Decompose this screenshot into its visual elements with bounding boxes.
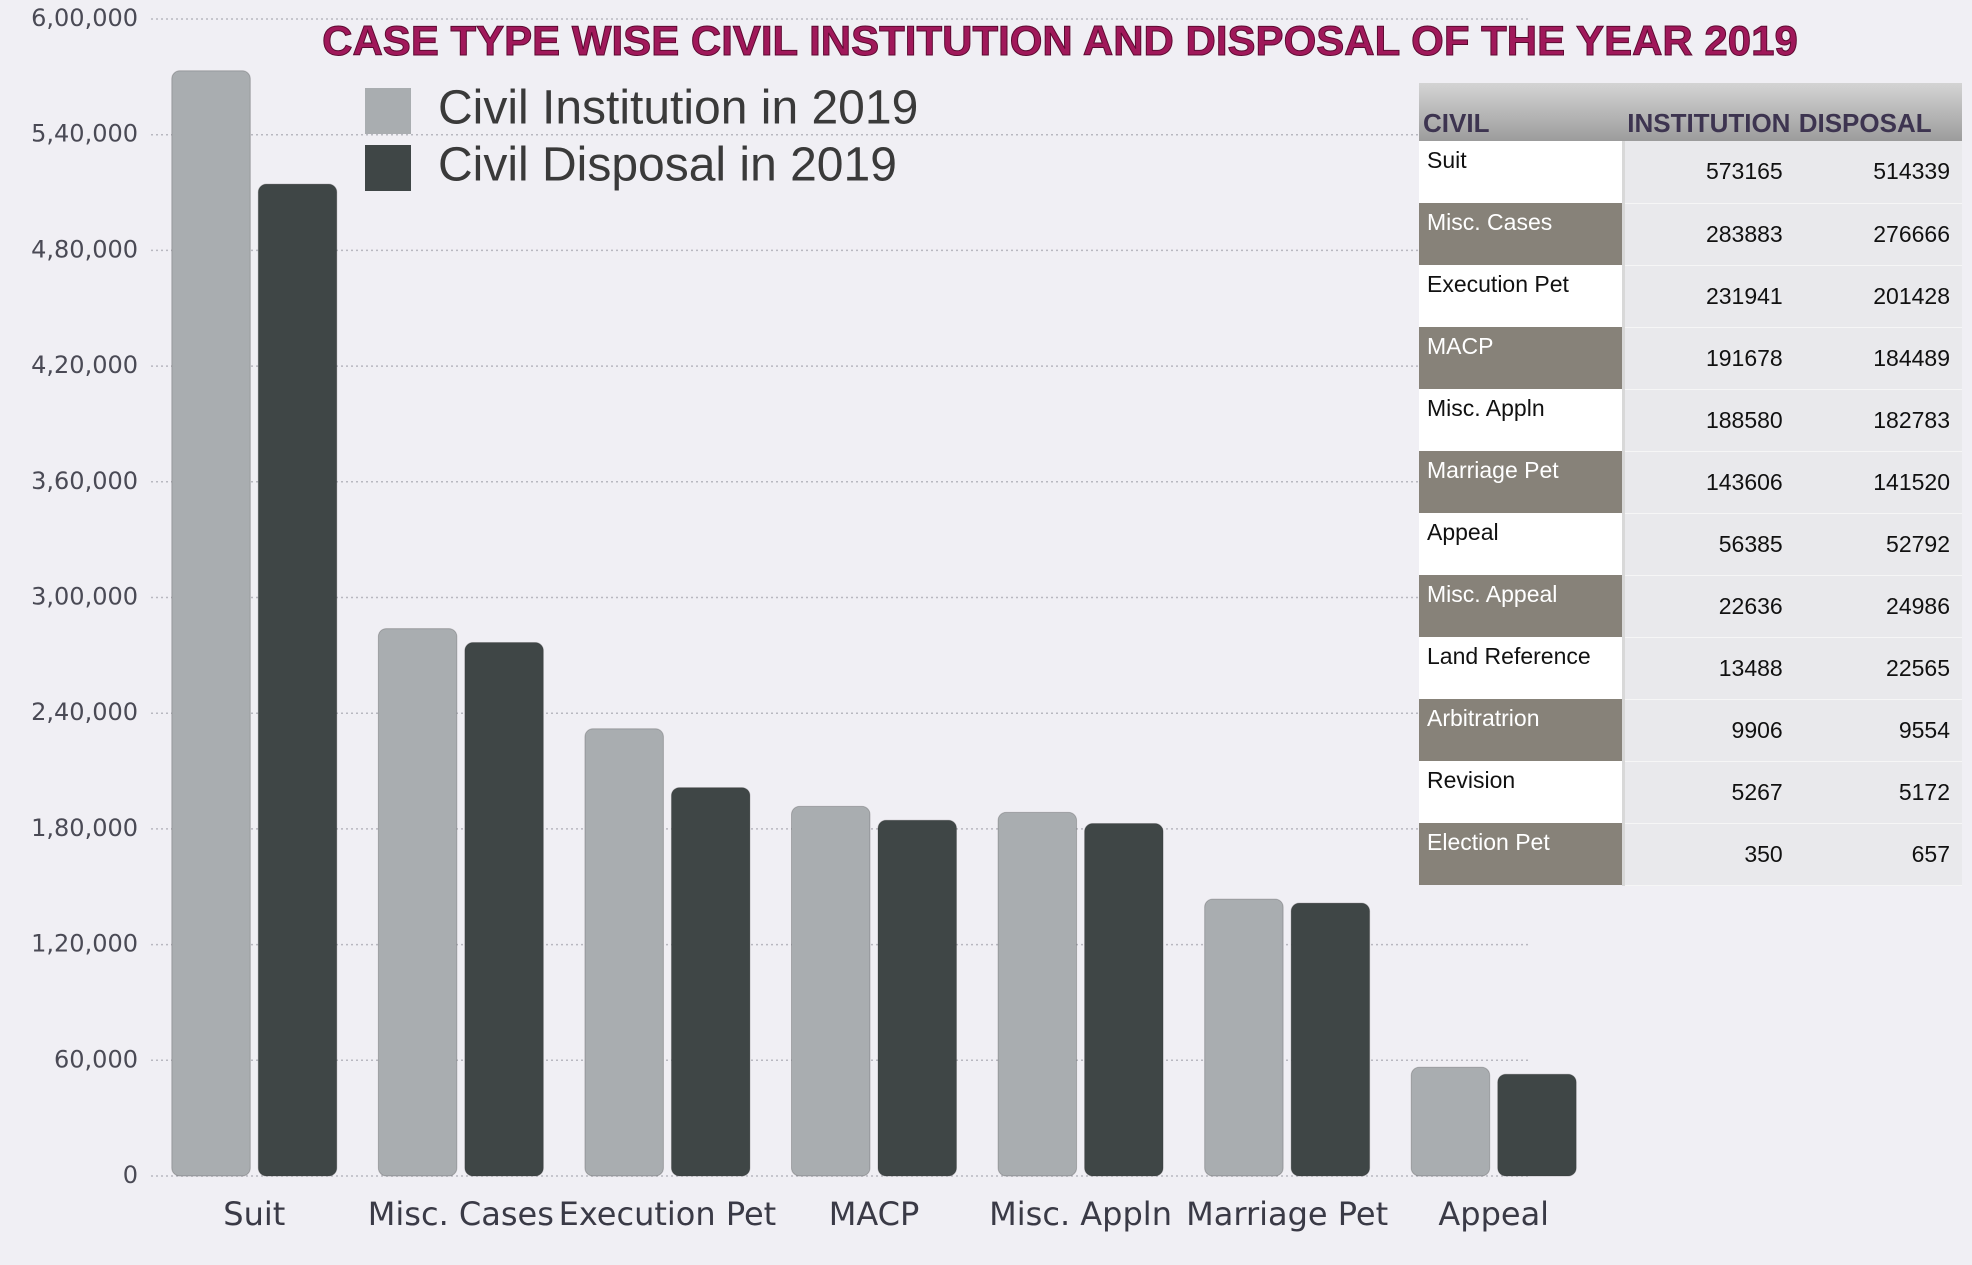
table-row: Execution Pet 231941 201428 [1419, 265, 1962, 328]
case-type-cell: Marriage Pet [1419, 451, 1625, 513]
table-row: Marriage Pet 143606 141520 [1419, 451, 1962, 514]
legend-swatch [365, 145, 411, 191]
table-row: Suit 573165 514339 [1419, 141, 1962, 204]
header-cell: INSTITUTION [1623, 83, 1795, 141]
number-cell: 514339 [1794, 141, 1962, 204]
table-row: Arbitratrion 9906 9554 [1419, 699, 1962, 762]
number-cell: 350 [1623, 823, 1795, 886]
case-type-cell: Appeal [1419, 513, 1625, 575]
bar [997, 811, 1078, 1177]
bar [171, 70, 251, 1177]
case-type-cell: Suit [1419, 141, 1625, 203]
x-tick-label: Appeal [1438, 1195, 1549, 1233]
number-cell: 5267 [1623, 761, 1795, 824]
bar [1084, 823, 1164, 1177]
table-row: Misc. Cases 283883 276666 [1419, 203, 1962, 266]
x-tick-label: MACP [829, 1195, 920, 1233]
x-tick-label: Execution Pet [559, 1195, 777, 1233]
legend-swatch [365, 88, 411, 134]
number-cell: 231941 [1623, 265, 1795, 328]
number-cell: 52792 [1794, 513, 1962, 576]
y-tick-label: 2,40,000 [31, 698, 138, 726]
data-table: CIVIL INSTITUTION DISPOSAL Suit 573165 514… [1419, 83, 1962, 886]
case-type-cell: Execution Pet [1419, 265, 1625, 327]
case-type-cell: Misc. Cases [1419, 203, 1625, 265]
bar [464, 641, 544, 1177]
number-cell: 22636 [1623, 575, 1795, 638]
table-row: MACP 191678 184489 [1419, 327, 1962, 390]
bar [670, 787, 751, 1177]
number-cell: 283883 [1623, 203, 1795, 266]
chart-title: CASE TYPE WISE CIVIL INSTITUTION AND DIS… [322, 17, 1798, 64]
header-cell: DISPOSAL [1794, 83, 1962, 141]
case-type-cell: Election Pet [1419, 823, 1625, 885]
table-row: Land Reference 13488 22565 [1419, 637, 1962, 700]
case-type-cell: Arbitratrion [1419, 699, 1625, 761]
table-row: Misc. Appln 188580 182783 [1419, 389, 1962, 452]
y-tick-label: 1,80,000 [31, 814, 138, 842]
y-tick-label: 3,60,000 [31, 467, 138, 495]
y-tick-label: 6,00,000 [31, 4, 138, 32]
y-tick-label: 5,40,000 [31, 120, 138, 148]
number-cell: 13488 [1623, 637, 1795, 700]
number-cell: 201428 [1794, 265, 1962, 328]
bar [791, 805, 871, 1177]
case-type-cell: MACP [1419, 327, 1625, 389]
bar [1204, 898, 1284, 1177]
number-cell: 56385 [1623, 513, 1795, 576]
bar [257, 183, 338, 1177]
y-tick-label: 3,00,000 [31, 583, 138, 611]
number-cell: 5172 [1794, 761, 1962, 824]
legend-label: Civil Disposal in 2019 [438, 139, 897, 192]
y-tick-label: 0 [123, 1161, 138, 1189]
number-cell: 9554 [1794, 699, 1962, 762]
case-type-cell: Revision [1419, 761, 1625, 823]
bar [377, 628, 458, 1177]
y-tick-label: 4,80,000 [31, 235, 138, 263]
number-cell: 9906 [1623, 699, 1795, 762]
table-header: CIVIL INSTITUTION DISPOSAL [1419, 83, 1962, 141]
legend-label: Civil Institution in 2019 [438, 82, 918, 135]
y-tick-label: 4,20,000 [31, 351, 138, 379]
case-type-cell: Misc. Appeal [1419, 575, 1625, 637]
x-tick-label: Suit [223, 1195, 285, 1233]
case-type-cell: Land Reference [1419, 637, 1625, 699]
number-cell: 573165 [1623, 141, 1795, 204]
case-type-cell: Misc. Appln [1419, 389, 1625, 451]
number-cell: 182783 [1794, 389, 1962, 452]
y-tick-label: 1,20,000 [31, 930, 138, 958]
table-row: Revision 5267 5172 [1419, 761, 1962, 824]
number-cell: 143606 [1623, 451, 1795, 514]
number-cell: 276666 [1794, 203, 1962, 266]
number-cell: 22565 [1794, 637, 1962, 700]
number-cell: 184489 [1794, 327, 1962, 390]
bar [877, 819, 957, 1177]
bar [1290, 902, 1371, 1177]
x-tick-label: Marriage Pet [1186, 1195, 1388, 1233]
number-cell: 191678 [1623, 327, 1795, 390]
table-row: Misc. Appeal 22636 24986 [1419, 575, 1962, 638]
number-cell: 141520 [1794, 451, 1962, 514]
number-cell: 657 [1794, 823, 1962, 886]
x-tick-label: Misc. Cases [368, 1195, 554, 1233]
table-row: Appeal 56385 52792 [1419, 513, 1962, 576]
number-cell: 188580 [1623, 389, 1795, 452]
table-row: Election Pet 350 657 [1419, 823, 1962, 886]
y-tick-label: 60,000 [54, 1045, 138, 1073]
header-cell: CIVIL [1419, 83, 1624, 141]
bar [584, 728, 664, 1177]
bar [1497, 1073, 1577, 1177]
bar [1410, 1066, 1491, 1177]
x-tick-label: Misc. Appln [989, 1195, 1172, 1233]
number-cell: 24986 [1794, 575, 1962, 638]
